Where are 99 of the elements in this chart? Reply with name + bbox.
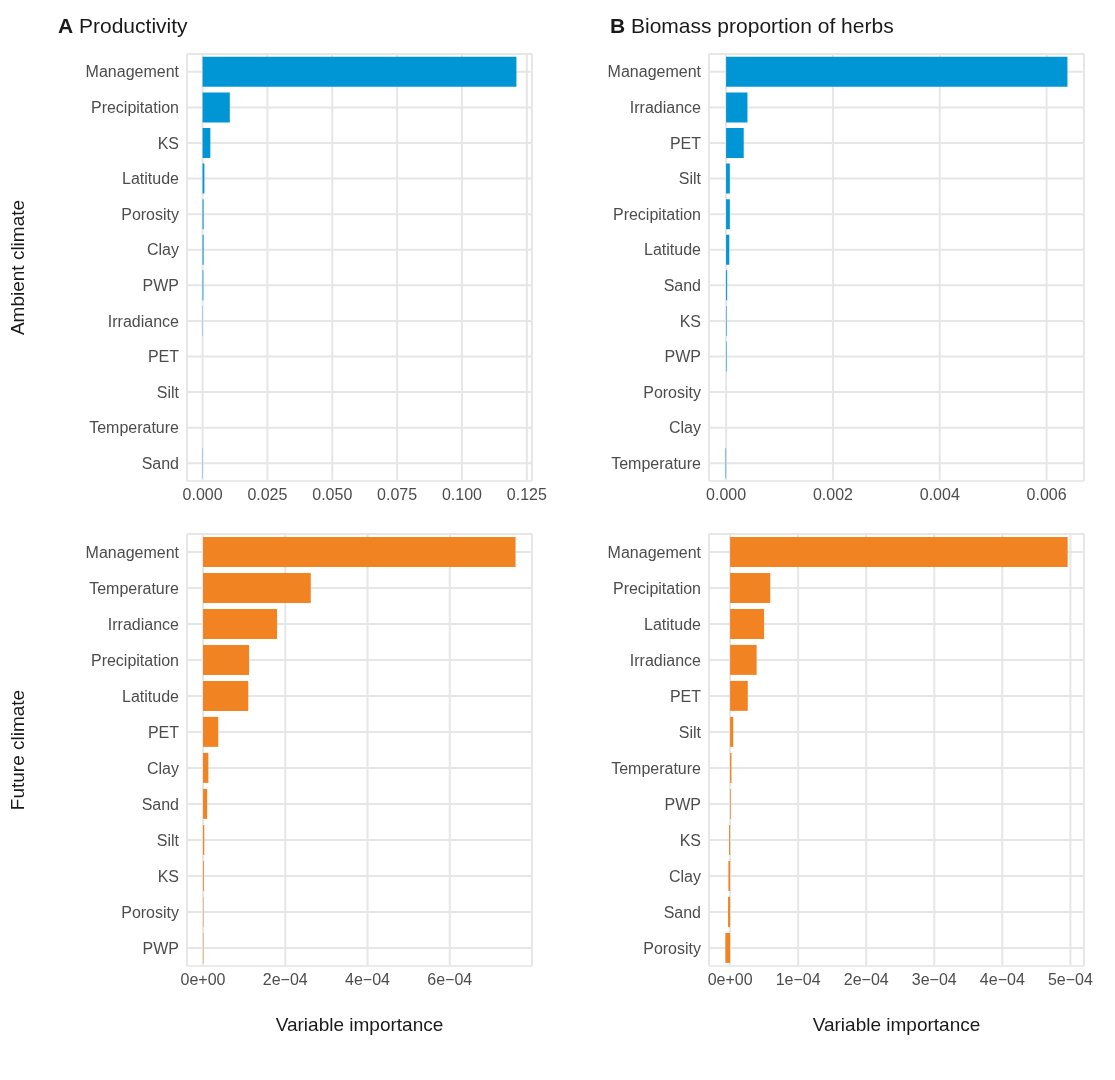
y-tick-label: Clay [146,241,179,259]
x-axis-title: Variable importance [275,1014,444,1035]
y-tick-label: PWP [664,795,701,813]
bar [726,128,744,159]
y-tick-label: Clay [668,867,701,885]
x-tick-label: 6e−04 [427,971,473,989]
y-tick-label: Irradiance [107,312,180,330]
bar [202,92,230,123]
y-tick-label: Sand [141,454,179,472]
y-tick-label: Latitude [644,615,702,633]
y-tick-label: Latitude [644,241,702,259]
y-tick-label: Precipitation [612,579,701,597]
y-tick-label: Clay [668,419,701,437]
y-tick-label: Silt [156,383,180,401]
bar [726,163,730,194]
y-tick-label: PWP [664,348,701,366]
y-tick-label: Temperature [611,759,702,777]
bar [725,932,731,963]
y-tick-label: PET [669,134,702,152]
y-tick-label: Porosity [643,939,701,957]
x-tick-label: 2e−04 [843,971,889,989]
y-tick-label: PET [669,687,702,705]
y-tick-label: Porosity [121,205,179,223]
y-tick-label: Porosity [121,903,179,921]
y-tick-label: Management [85,63,180,81]
y-tick-label: Temperature [611,454,702,472]
bar [726,199,730,230]
x-tick-label: 4e−04 [979,971,1025,989]
y-tick-label: PET [147,723,180,741]
x-tick-label: 0.025 [247,486,288,504]
y-tick-label: Management [607,63,702,81]
bar [728,896,731,927]
y-tick-label: Irradiance [629,651,702,669]
y-tick-label: KS [679,831,701,849]
bar [202,128,211,159]
y-tick-label: PET [147,348,180,366]
x-tick-label: 0.004 [919,486,960,504]
y-tick-label: Precipitation [612,205,701,223]
y-tick-label: Temperature [89,419,180,437]
bar [730,680,748,711]
y-tick-label: KS [157,867,179,885]
bar [203,572,311,603]
bar [730,608,765,639]
x-tick-label: 0.000 [706,486,747,504]
bar [726,234,730,265]
bar [726,92,748,123]
x-tick-label: 0e+00 [707,971,753,989]
x-tick-label: 4e−04 [345,971,391,989]
bar [203,752,209,783]
bar [203,680,249,711]
y-tick-label: Clay [146,759,179,777]
chart-title: B Biomass proportion of herbs [609,13,895,39]
y-tick-label: Precipitation [90,99,179,117]
x-axis-title: Variable importance [812,1014,981,1035]
x-tick-label: 0.006 [1026,486,1067,504]
x-tick-label: 0.000 [182,486,223,504]
y-axis-title: Ambient climate [6,199,28,336]
bar [730,716,734,747]
y-tick-label: Management [607,543,702,561]
y-tick-label: PWP [142,939,179,957]
x-tick-label: 5e−04 [1047,971,1093,989]
bar [203,788,208,819]
bar [202,56,517,87]
x-tick-label: 1e−04 [775,971,821,989]
y-tick-label: Latitude [122,170,180,188]
y-tick-label: Silt [156,831,180,849]
y-tick-label: Latitude [122,687,180,705]
x-tick-label: 2e−04 [262,971,308,989]
x-tick-label: 0.002 [812,486,854,504]
bar [730,536,1068,567]
x-tick-label: 0e+00 [180,971,226,989]
y-tick-label: Management [85,543,180,561]
x-tick-label: 0.050 [312,486,353,504]
y-tick-label: Irradiance [107,615,180,633]
y-tick-label: Precipitation [90,651,179,669]
bar [730,644,757,675]
bar [203,608,278,639]
y-tick-label: Silt [678,723,702,741]
y-tick-label: KS [157,134,179,152]
x-tick-label: 0.100 [441,486,483,504]
y-tick-label: Sand [663,276,701,294]
y-tick-label: Irradiance [629,99,702,117]
bar [203,644,250,675]
chart-title: A Productivity [57,13,189,39]
y-tick-label: Sand [141,795,179,813]
bar [726,56,1068,87]
y-tick-label: Sand [663,903,701,921]
x-tick-label: 3e−04 [911,971,957,989]
y-tick-label: Silt [678,170,702,188]
bar [203,536,516,567]
y-tick-label: Porosity [643,383,701,401]
y-axis-title: Future climate [6,689,28,811]
y-tick-label: KS [679,312,701,330]
bar [730,572,771,603]
x-tick-label: 0.075 [377,486,418,504]
y-tick-label: PWP [142,276,179,294]
bar [203,716,219,747]
y-tick-label: Temperature [89,579,180,597]
x-tick-label: 0.125 [506,486,547,504]
